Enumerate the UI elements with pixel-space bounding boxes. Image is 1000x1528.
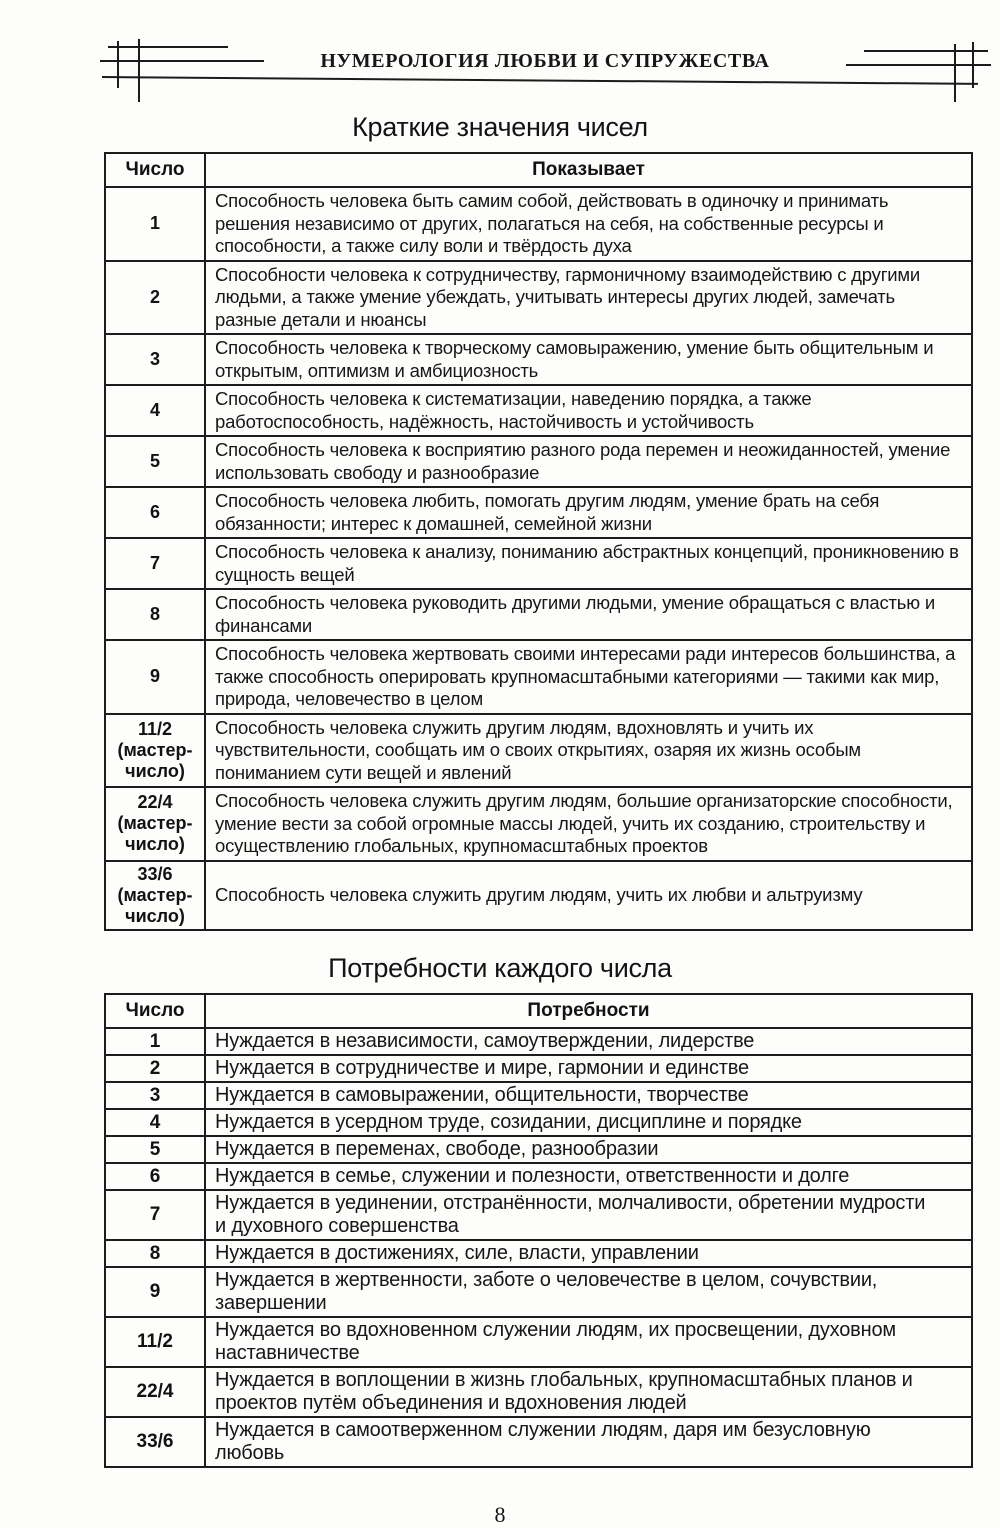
number-cell: 8 xyxy=(104,1238,206,1268)
need-cell: Нуждается в самоотверженном служении люд… xyxy=(204,1415,973,1468)
meaning-cell: Способность человека быть самим собой, д… xyxy=(204,186,973,262)
meanings-table: Число Показывает 1 Способность человека … xyxy=(104,152,973,931)
table-row: 6 Способность человека любить, помогать … xyxy=(104,486,973,539)
table-row: 1 Нуждается в независимости, самоутвержд… xyxy=(104,1026,973,1056)
table-row: 9 Способность человека жертвовать своими… xyxy=(104,639,973,715)
number-cell: 33/6 xyxy=(104,1415,206,1468)
table-row: 1 Способность человека быть самим собой,… xyxy=(104,186,973,262)
meaning-cell: Способность человека к систематизации, н… xyxy=(204,384,973,437)
need-cell: Нуждается в самовыражении, общительности… xyxy=(204,1080,973,1110)
need-cell: Нуждается в усердном труде, созидании, д… xyxy=(204,1107,973,1137)
section-title-meanings: Краткие значения чисел xyxy=(352,112,648,142)
table-row: 4 Способность человека к систематизации,… xyxy=(104,384,973,437)
table-row: 3 Способность человека к творческому сам… xyxy=(104,333,973,386)
number-cell: 8 xyxy=(104,588,206,641)
table-row: 7 Способность человека к анализу, понима… xyxy=(104,537,973,590)
number-cell: 1 xyxy=(104,1026,206,1056)
meanings-col-number-header: Число xyxy=(104,152,206,188)
number-cell: 22/4 xyxy=(104,1365,206,1418)
table-row: 33/6 (мастер-число) Способность человека… xyxy=(104,859,973,931)
need-cell: Нуждается в уединении, отстранённости, м… xyxy=(204,1188,973,1241)
section-title-needs: Потребности каждого числа xyxy=(328,952,672,983)
header-rule xyxy=(101,76,978,86)
need-cell: Нуждается в жертвенности, заботе о челов… xyxy=(204,1265,973,1318)
number-cell: 3 xyxy=(104,1080,206,1110)
needs-col-number-header: Число xyxy=(104,992,206,1029)
need-cell: Нуждается в семье, служении и полезности… xyxy=(204,1161,973,1191)
meaning-cell: Способность человека служить другим людя… xyxy=(204,712,973,788)
number-cell: 2 xyxy=(104,1053,206,1083)
left-ornament-line-mid xyxy=(100,60,264,62)
table-row: 22/4 Нуждается в воплощении в жизнь глоб… xyxy=(104,1365,973,1418)
table-row: 8 Нуждается в достижениях, силе, власти,… xyxy=(104,1238,973,1268)
meaning-cell: Способность человека к восприятию разног… xyxy=(204,435,973,488)
needs-header-row: Число Потребности xyxy=(104,992,973,1029)
right-ornament-vertical-1 xyxy=(954,44,956,102)
meanings-col-shows-header: Показывает xyxy=(204,152,973,188)
meaning-cell: Способность человека служить другим людя… xyxy=(204,786,973,862)
meanings-header-row: Число Показывает xyxy=(104,152,973,188)
meaning-cell: Способность человека служить другим людя… xyxy=(204,859,973,931)
need-cell: Нуждается в переменах, свободе, разнообр… xyxy=(204,1134,973,1164)
right-ornament-line-mid xyxy=(846,64,991,66)
number-cell: 6 xyxy=(104,486,206,539)
need-cell: Нуждается в воплощении в жизнь глобальны… xyxy=(204,1365,973,1418)
number-cell: 4 xyxy=(104,1107,206,1137)
running-head: НУМЕРОЛОГИЯ ЛЮБВИ И СУПРУЖЕСТВА xyxy=(0,0,1000,108)
table-row: 2 Способности человека к сотрудничеству,… xyxy=(104,259,973,335)
number-cell: 1 xyxy=(104,186,206,262)
table-row: 4 Нуждается в усердном труде, созидании,… xyxy=(104,1107,973,1137)
meaning-cell: Способность человека жертвовать своими и… xyxy=(204,639,973,715)
table-row: 11/2 (мастер-число) Способность человека… xyxy=(104,712,973,788)
page-number: 8 xyxy=(494,1501,506,1527)
table-row: 33/6 Нуждается в самоотверженном служени… xyxy=(104,1415,973,1468)
number-cell: 6 xyxy=(104,1161,206,1191)
table-row: 5 Нуждается в переменах, свободе, разноо… xyxy=(104,1134,973,1164)
table-row: 5 Способность человека к восприятию разн… xyxy=(104,435,973,488)
left-ornament-vertical-1 xyxy=(117,41,119,88)
running-head-title: НУМЕРОЛОГИЯ ЛЮБВИ И СУПРУЖЕСТВА xyxy=(320,50,770,72)
need-cell: Нуждается в независимости, самоутвержден… xyxy=(204,1026,973,1056)
number-cell: 11/2 xyxy=(104,1315,206,1368)
need-cell: Нуждается в достижениях, силе, власти, у… xyxy=(204,1238,973,1268)
table-row: 8 Способность человека руководить другим… xyxy=(104,588,973,641)
number-cell: 22/4 (мастер-число) xyxy=(104,786,206,862)
meaning-cell: Способности человека к сотрудничеству, г… xyxy=(204,259,973,335)
number-cell: 9 xyxy=(104,1265,206,1318)
number-cell: 5 xyxy=(104,435,206,488)
meaning-cell: Способность человека любить, помогать др… xyxy=(204,486,973,539)
left-ornament-vertical-2 xyxy=(138,39,140,102)
number-cell: 11/2 (мастер-число) xyxy=(104,712,206,788)
table-row: 7 Нуждается в уединении, отстранённости,… xyxy=(104,1188,973,1241)
table-row: 9 Нуждается в жертвенности, заботе о чел… xyxy=(104,1265,973,1318)
table-row: 2 Нуждается в сотрудничестве и мире, гар… xyxy=(104,1053,973,1083)
table-row: 6 Нуждается в семье, служении и полезнос… xyxy=(104,1161,973,1191)
meaning-cell: Способность человека к творческому самов… xyxy=(204,333,973,386)
number-cell: 33/6 (мастер-число) xyxy=(104,859,206,931)
number-cell: 7 xyxy=(104,1188,206,1241)
meaning-cell: Способность человека руководить другими … xyxy=(204,588,973,641)
right-ornament-vertical-2 xyxy=(972,42,974,88)
need-cell: Нуждается во вдохновенном служении людям… xyxy=(204,1315,973,1368)
right-ornament-line-top xyxy=(864,50,988,52)
table-row: 22/4 (мастер-число) Способность человека… xyxy=(104,786,973,862)
need-cell: Нуждается в сотрудничестве и мире, гармо… xyxy=(204,1053,973,1083)
number-cell: 5 xyxy=(104,1134,206,1164)
number-cell: 9 xyxy=(104,639,206,715)
table-row: 3 Нуждается в самовыражении, общительнос… xyxy=(104,1080,973,1110)
table-row: 11/2 Нуждается во вдохновенном служении … xyxy=(104,1315,973,1368)
number-cell: 2 xyxy=(104,259,206,335)
meaning-cell: Способность человека к анализу, понимани… xyxy=(204,537,973,590)
left-ornament-line-top xyxy=(108,46,228,48)
needs-col-needs-header: Потребности xyxy=(204,992,973,1029)
number-cell: 7 xyxy=(104,537,206,590)
number-cell: 3 xyxy=(104,333,206,386)
needs-table: Число Потребности 1 Нуждается в независи… xyxy=(104,992,973,1468)
number-cell: 4 xyxy=(104,384,206,437)
